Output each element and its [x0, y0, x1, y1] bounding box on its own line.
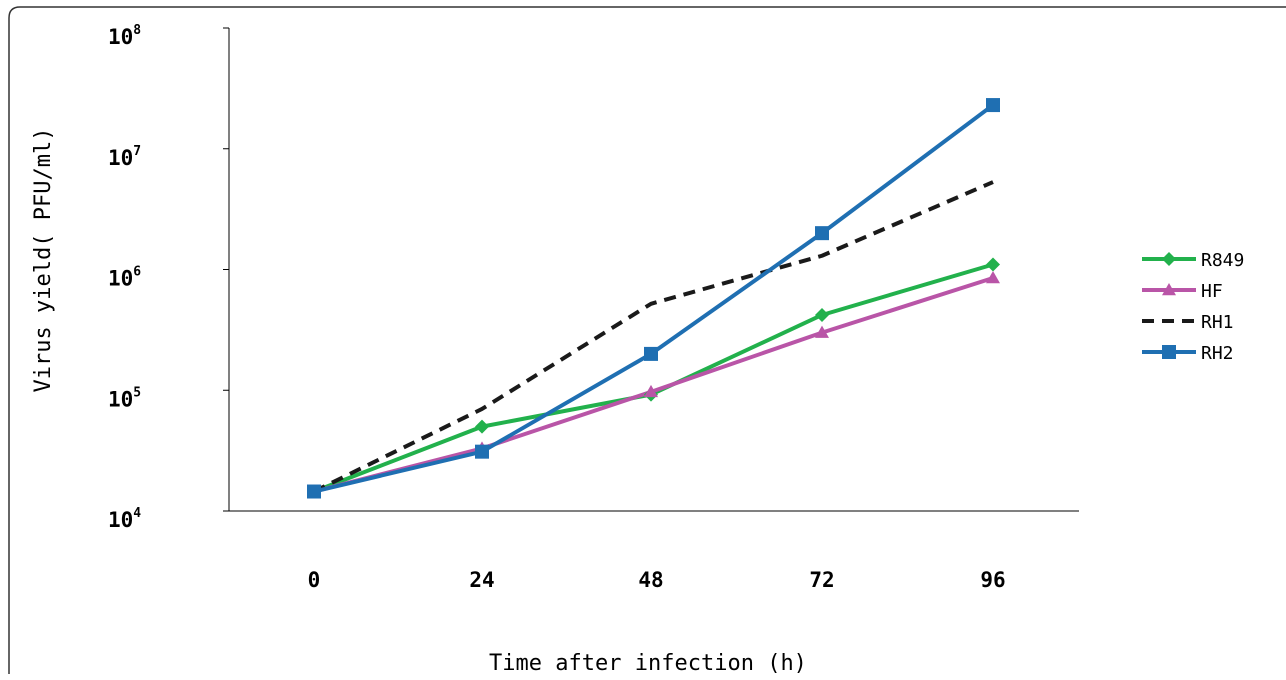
data-point-hf — [644, 384, 658, 398]
x-tick-label: 48 — [638, 568, 663, 592]
data-point-r849 — [986, 257, 1000, 272]
data-point-hf — [815, 325, 829, 338]
data-point-rh2 — [475, 444, 489, 459]
x-tick-label: 0 — [308, 568, 321, 592]
data-point-rh2 — [307, 484, 321, 499]
y-tick-label: 108 — [108, 23, 141, 49]
series-line-rh1 — [313, 180, 994, 494]
data-point-rh2 — [986, 98, 1000, 113]
x-axis-label: Time after infection (h) — [489, 651, 807, 675]
legend-marker-hf — [1162, 283, 1176, 296]
series-line-hf — [313, 276, 994, 494]
x-tick-label: 24 — [469, 568, 494, 592]
y-tick-label: 105 — [108, 385, 141, 411]
legend-label-r849: R849 — [1201, 250, 1244, 271]
y-tick-label: 107 — [108, 144, 141, 170]
series-line-rh2 — [313, 103, 995, 494]
y-axis-label: Virus yield( PFU/ml) — [31, 128, 56, 393]
y-tick-label: 106 — [108, 265, 141, 291]
series-line-r849 — [313, 262, 994, 494]
data-point-r849 — [475, 419, 489, 434]
legend-marker-rh2 — [1162, 345, 1176, 359]
y-tick-label: 104 — [108, 506, 141, 532]
x-tick-label: 72 — [809, 568, 834, 592]
chart-border — [8, 6, 1286, 674]
legend-marker-r849 — [1162, 252, 1176, 266]
legend-label-rh1: RH1 — [1201, 312, 1234, 333]
legend-label-hf: HF — [1201, 281, 1223, 302]
data-point-r849 — [815, 307, 829, 322]
data-point-rh2 — [815, 226, 829, 241]
data-point-rh2 — [644, 346, 658, 361]
legend: R849 HF RH1 RH2 — [1142, 250, 1244, 364]
legend-label-rh2: RH2 — [1201, 343, 1234, 364]
data-point-hf — [986, 271, 1000, 284]
x-tick-label: 96 — [980, 568, 1005, 592]
